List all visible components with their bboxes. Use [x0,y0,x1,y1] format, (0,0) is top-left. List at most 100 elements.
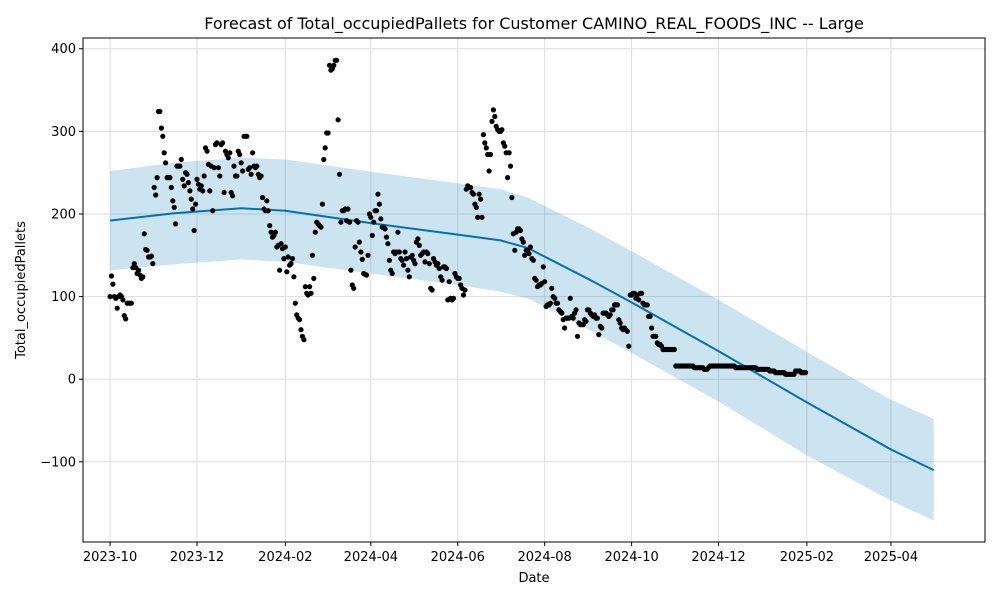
observed-point [439,277,445,283]
observed-point [150,261,156,267]
observed-point [321,156,327,163]
observed-point [460,292,467,298]
observed-point [436,265,442,272]
observed-point [594,315,601,321]
observed-point [499,127,505,133]
x-tick-label: 2024-02 [258,550,312,565]
forecast-line-layer [109,207,935,472]
observed-point [502,143,508,149]
grid-layer [83,38,985,542]
observed-point [289,256,296,262]
observed-point [178,156,184,163]
observed-point [470,191,476,197]
observed-point [254,163,260,169]
observed-point [378,216,384,222]
observed-point [318,224,324,230]
observed-point [225,155,231,161]
observed-point [107,294,113,300]
observed-point [509,194,515,201]
observed-point [409,252,415,258]
observed-point [322,145,328,151]
observed-point [570,315,576,321]
observed-point [108,273,115,279]
observed-point [215,165,221,171]
observed-point [272,229,278,235]
observed-point [526,251,532,257]
observed-point [277,267,283,273]
observed-point [479,214,485,220]
observed-point [301,337,307,343]
observed-point [389,270,395,277]
observed-point [489,118,495,124]
observed-point [385,241,391,247]
observed-point [365,252,371,258]
x-tick-label: 2024-08 [518,550,572,565]
observed-point [185,180,191,186]
observed-point [307,284,313,290]
observed-point [168,184,174,191]
observed-point [173,221,179,227]
observed-point [171,204,177,210]
observed-point [596,332,602,338]
observed-point [181,183,187,189]
x-tick-label: 2024-06 [431,550,485,565]
observed-point [456,275,462,281]
observed-point [312,229,318,235]
observed-point [401,262,407,268]
observed-point [151,184,157,191]
observed-point [248,171,254,177]
observed-point [288,261,294,267]
observed-point [429,287,435,293]
observed-point [282,244,288,250]
observed-point [446,279,452,285]
observed-point [483,145,489,151]
observed-point [639,290,645,296]
plot-frame [82,37,986,543]
observed-point [402,249,408,255]
observed-point [396,249,402,255]
observed-point [110,281,116,287]
observed-point [542,279,548,285]
y-axis-label: Total_occupiedPallets [14,221,29,360]
observed-point [540,264,546,270]
y-tick-label: 0 [68,373,76,388]
observed-point [527,244,534,250]
observed-point [184,171,190,177]
observed-point [207,188,213,194]
forecast-line [109,207,935,472]
y-tick-label: 100 [51,290,76,305]
observed-point [278,241,284,247]
observed-point [530,257,536,263]
observed-point [144,247,150,253]
observed-point [160,133,166,139]
observed-point [292,300,298,306]
observed-point [154,175,160,181]
observed-point [238,160,244,166]
observed-point [614,302,621,308]
observed-point [177,163,183,169]
observed-point [369,232,375,239]
observed-point [214,140,220,146]
observed-point [671,346,678,353]
observed-point [468,184,474,191]
observed-point [217,173,223,179]
y-axis-ticks: −100 0 100 200 300 400 [40,42,83,470]
observed-point [123,316,129,322]
observed-points-layer [107,57,809,377]
observed-point [522,252,528,258]
observed-point [140,274,146,280]
observed-point [291,274,297,280]
observed-point [415,236,421,242]
observed-point [399,257,405,263]
observed-point [599,325,605,331]
observed-point [554,300,561,306]
observed-point [383,234,390,240]
x-tick-label: 2025-04 [864,550,918,565]
observed-point [512,247,518,253]
observed-point [352,244,358,250]
observed-point [517,227,524,234]
y-tick-label: 400 [51,42,76,57]
observed-point [506,150,512,156]
observed-point [416,242,422,248]
